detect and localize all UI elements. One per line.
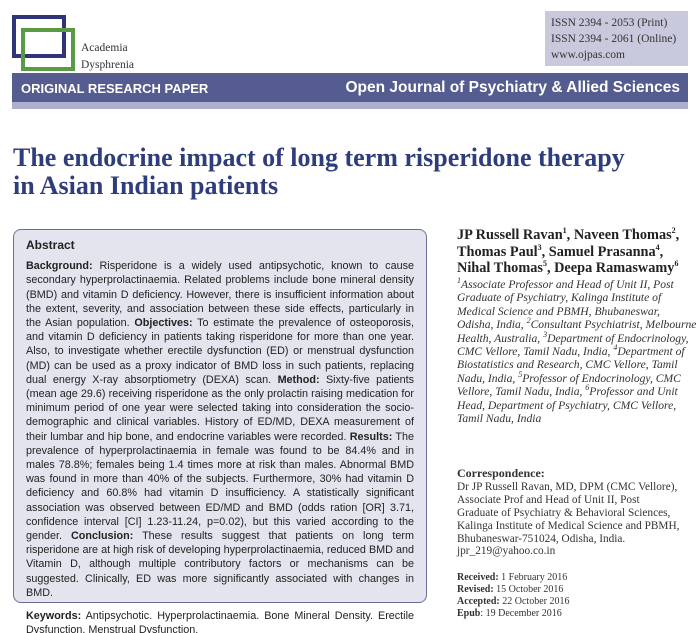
affiliation-text: Department of Endocrinology, CMC Vellore… [457,331,689,359]
author-separator: , [541,243,549,260]
keywords-text: Antipsychotic. Hyperprolactinaemia. Bone… [26,610,414,633]
abstract-section-text: Risperidone is a widely used antipsychot… [26,260,414,330]
affiliation-superscript: 5 [518,369,523,379]
affiliation-text: Professor and Unit Head, Department of P… [457,385,678,426]
abstract-box: Abstract Background: Risperidone is a wi… [13,229,427,633]
author-separator: , [566,227,574,243]
keywords: Keywords: Antipsychotic. Hyperprolactina… [26,609,414,633]
header-band: ORIGINAL RESEARCH PAPER Open Journal of … [12,73,688,102]
author-superscript: 3 [537,242,542,252]
date-value: 1 February 2016 [498,572,568,583]
abstract-body: Background: Risperidone is a widely used… [26,259,414,600]
abstract-heading: Abstract [26,238,75,252]
logo-text: Academia Dysphrenia [81,42,135,71]
date-label: Revised: [457,584,494,596]
author-separator: , [546,260,555,276]
abstract-section-label: Background: [26,260,93,273]
author-separator: , [659,243,664,260]
issn-online: ISSN 2394 - 2061 (Online) [551,33,677,45]
date-row: Epub: 19 December 2016 [457,608,697,620]
abstract-section-text: These results suggest that patients on l… [26,530,414,599]
author-superscript: 5 [542,259,547,269]
issn-print: ISSN 2394 - 2053 (Print) [551,17,668,29]
logo-blue-square [12,15,66,58]
date-row: Received: 1 February 2016 [457,572,697,584]
author-superscript: 1 [562,226,567,236]
logo-green-square [21,28,75,71]
date-value: 22 October 2016 [499,596,570,608]
affiliation-superscript: 3 [543,329,548,339]
publication-dates: Received: 1 February 2016 Revised: 15 Oct… [457,572,697,620]
author-superscript: 4 [655,242,660,252]
affiliation-superscript: 6 [585,383,590,393]
author-name: Samuel Prasanna [548,243,656,260]
date-label: Epub [457,608,481,620]
date-value: 15 October 2016 [493,584,564,596]
author-separator: , [675,227,680,243]
paper-type: ORIGINAL RESEARCH PAPER [21,81,209,96]
author-superscript: 2 [671,226,676,236]
correspondence-email[interactable]: jpr_219@yahoo.co.in [457,545,556,558]
issn-box: ISSN 2394 - 2053 (Print) ISSN 2394 - 206… [545,11,688,66]
affiliation-text: Associate Professor and Head of Unit II,… [457,278,674,332]
abstract-section-label: Method: [277,373,320,386]
journal-website: www.ojpas.com [551,49,625,61]
date-row: Revised: 15 October 2016 [457,584,697,596]
abstract-section-text: The prevalence of hyperprolactinaemia in… [26,430,414,543]
author-name: JP Russell Ravan [457,227,563,243]
affiliation-text: Professor of Endocrinology, CMC Vellore,… [457,371,681,399]
abstract-section-label: Conclusion: [70,530,134,543]
affiliation-superscript: 2 [526,316,531,326]
correspondence-label: Correspondence: [457,466,545,480]
date-row: Accepted: 22 October 2016 [457,596,697,608]
abstract-section-text: Sixty-five patients (mean age 29.6) rece… [26,373,414,443]
author-name: Nihal Thomas [457,260,543,276]
affiliation-superscript: 1 [457,276,461,286]
author-name: Deepa Ramaswamy [554,260,675,276]
paper-title: The endocrine impact of long term risper… [13,143,625,200]
date-value: : 19 December 2016 [480,608,562,620]
affiliation-text: Department of Biostatistics and Research… [457,345,685,385]
affiliation-text: Consultant Psychiatrist, Melbourne Healt… [457,318,697,345]
header-band-underline [12,102,688,109]
date-label: Received: [457,572,499,583]
author-name: Naveen Thomas [573,227,672,243]
author-name: Thomas Paul [457,243,538,260]
affiliation-superscript: 4 [613,343,618,353]
author-superscript: 6 [674,259,679,269]
abstract-section-label: Objectives: [134,317,193,330]
journal-name: Open Journal of Psychiatry & Allied Scie… [345,79,680,96]
affiliations: 1Associate Professor and Head of Unit II… [457,276,697,426]
date-label: Accepted: [457,596,500,608]
author-list: JP Russell Ravan1, Naveen Thomas2, Thoma… [457,227,697,277]
correspondence: Correspondence: Dr JP Russell Ravan, MD,… [457,467,697,558]
abstract-section-label: Results: [349,430,393,443]
abstract-section-text: To estimate the prevalence of osteoporos… [26,317,414,386]
keywords-label: Keywords: [26,610,82,623]
